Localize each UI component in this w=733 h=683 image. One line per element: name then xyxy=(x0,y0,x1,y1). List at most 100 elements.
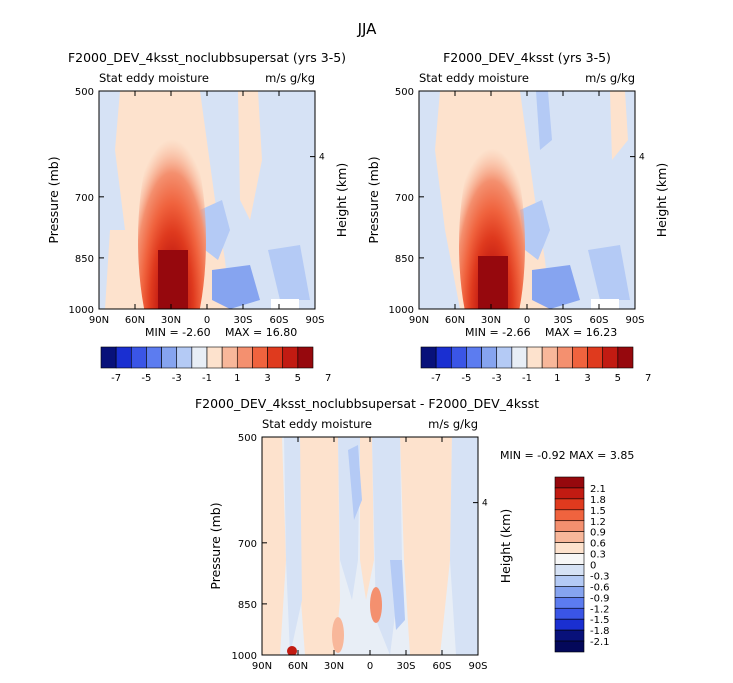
panel-left-negative-low xyxy=(212,265,260,309)
panel-diff-colorbar-label: 0.9 xyxy=(590,528,606,539)
panel-diff-colorbar-label: -0.6 xyxy=(590,582,610,593)
panel-right-title: F2000_DEV_4ksst (yrs 3-5) xyxy=(443,50,611,65)
panel-right-colorbar-label: -5 xyxy=(461,373,471,384)
panel-left-ylabel: Pressure (mb) xyxy=(46,156,61,243)
panel-right-ytick-label: 1000 xyxy=(389,305,414,316)
panel-left-axis-ticks: 90N 60N 30N 0 30S 60S 90S 500 700 850 1000 4 xyxy=(69,87,325,326)
panel-diff-units-label: m/s g/kg xyxy=(428,417,478,431)
panel-left-colorbar-label: -5 xyxy=(141,373,151,384)
panel-left-colorbar-label: 5 xyxy=(295,373,301,384)
panel-diff-colorbar-swatch xyxy=(554,597,585,609)
panel-diff-positive-blob-2 xyxy=(332,617,344,653)
panel-diff-colorbar-label: 2.1 xyxy=(590,484,606,495)
panel-left-colorbar-swatch xyxy=(191,346,208,369)
panel-left-colorbar-label: 1 xyxy=(234,373,240,384)
panel-right-min-label: MIN = -2.66 xyxy=(465,326,531,339)
panel-diff-colorbar-label: -2.1 xyxy=(590,637,610,648)
panel-right-y2tick-label: 4 xyxy=(639,153,645,163)
panel-diff-xtick-label: 90N xyxy=(252,661,272,672)
panel-right-negative-streak xyxy=(536,91,552,150)
panel-diff-y2label: Height (km) xyxy=(498,509,513,583)
panel-diff-ytick-label: 500 xyxy=(238,433,257,444)
panel-right-colorbar-swatch xyxy=(541,346,558,369)
panel-left-colorbar-label: 3 xyxy=(264,373,270,384)
panel-right-colorbar-swatch xyxy=(496,346,513,369)
panel-diff-axis-ticks: 90N 60N 30N 0 30S 60S 90S 500 700 850 1000 4 xyxy=(232,433,488,672)
panel-right: F2000_DEV_4ksst (yrs 3-5) Stat eddy mois… xyxy=(366,50,669,384)
panel-diff-colorbar-swatch xyxy=(554,640,585,653)
panel-left-colorbar-swatch xyxy=(282,346,299,369)
panel-left-colorbar-label: -3 xyxy=(172,373,182,384)
panel-left-colorbar-swatch xyxy=(206,346,223,369)
panel-diff-xtick-label: 60S xyxy=(432,661,451,672)
panel-left-field-label: Stat eddy moisture xyxy=(99,71,209,85)
panel-diff-colorbar-label: 1.8 xyxy=(590,495,606,506)
panel-right-xtick-label: 90S xyxy=(625,315,644,326)
panel-left-xtick-label: 60N xyxy=(125,315,145,326)
panel-diff-minmax-label: MIN = -0.92 MAX = 3.85 xyxy=(500,449,634,462)
panel-diff-colorbar-label: -1.5 xyxy=(590,615,610,626)
panel-right-colorbar-swatch xyxy=(420,346,437,369)
panel-right-colorbar-label: 1 xyxy=(554,373,560,384)
panel-diff-ylabel: Pressure (mb) xyxy=(208,502,223,589)
panel-right-colorbar-swatch xyxy=(526,346,543,369)
panel-left-positive-lowlevel xyxy=(105,230,140,309)
panel-diff-colorbar-label: -0.9 xyxy=(590,593,610,604)
panel-diff-colorbar-swatch xyxy=(554,575,585,587)
panel-right-colorbar-swatch xyxy=(572,346,588,369)
panel-right-missing-data xyxy=(591,299,619,309)
panel-diff-y2tick-label: 4 xyxy=(482,499,488,509)
panel-right-ytick-label: 850 xyxy=(395,254,414,265)
panel-diff-colorbar-label: -1.8 xyxy=(590,626,610,637)
panel-right-colorbar-swatch xyxy=(602,346,619,369)
panel-left-colorbar-swatch xyxy=(221,346,238,369)
panel-left-colorbar-label: -7 xyxy=(111,373,121,384)
panel-right-xtick-label: 90N xyxy=(409,315,429,326)
panel-diff-positive-band-3 xyxy=(360,437,374,600)
panel-right-negative-blob xyxy=(520,200,550,260)
panel-diff-positive-blob xyxy=(370,587,382,623)
panel-diff-negative-core xyxy=(348,445,362,520)
panel-diff-colorbar-swatch xyxy=(554,498,585,511)
panel-diff-colorbar-swatch xyxy=(554,629,585,642)
panel-right-xtick-label: 30S xyxy=(553,315,572,326)
panel-diff-colorbar-swatch xyxy=(554,531,585,543)
panel-right-colorbar-swatch xyxy=(481,346,498,369)
panel-left-ytick-label: 500 xyxy=(75,87,94,98)
panel-right-colorbar-swatch xyxy=(466,346,482,369)
panel-left-colorbar-swatch xyxy=(161,346,178,369)
panel-diff-colorbar-label: 1.2 xyxy=(590,517,606,528)
panel-right-axis-ticks: 90N 60N 30N 0 30S 60S 90S 500 700 850 1000 4 xyxy=(389,87,645,326)
panel-diff-field xyxy=(262,437,478,655)
panel-diff-positive-band-1 xyxy=(262,437,286,655)
panel-diff-colorbar-label: 1.5 xyxy=(590,506,606,517)
panel-left-xtick-label: 0 xyxy=(204,315,210,326)
panel-right-ylabel: Pressure (mb) xyxy=(366,156,381,243)
panel-left-ytick-label: 1000 xyxy=(69,305,94,316)
panel-diff-colorbar-swatch xyxy=(554,564,585,576)
panel-right-ytick-label: 700 xyxy=(395,193,414,204)
panel-left-xtick-label: 30N xyxy=(161,315,181,326)
panel-left-min-label: MIN = -2.60 xyxy=(145,326,211,339)
panel-left-y2label: Height (km) xyxy=(334,163,349,237)
panel-right-colorbar-label: -1 xyxy=(522,373,532,384)
panel-right-colorbar-swatch xyxy=(617,346,634,369)
panel-diff-xtick-label: 30S xyxy=(396,661,415,672)
panel-diff-colorbar: 2.11.81.51.20.90.60.30-0.3-0.6-0.9-1.2-1… xyxy=(554,476,610,653)
panel-left-colorbar: -7 -5 -3 -1 1 3 5 7 xyxy=(100,346,331,384)
panel-diff-negative-band-1 xyxy=(284,437,302,655)
panel-diff-colorbar-swatch xyxy=(554,607,585,620)
panel-right-negative-low xyxy=(532,265,580,309)
panel-left-colorbar-swatch xyxy=(130,346,147,369)
panel-diff: F2000_DEV_4ksst_noclubbsupersat - F2000_… xyxy=(195,396,634,672)
panel-left-negative-blob xyxy=(200,200,230,260)
panel-diff-positive-band-2 xyxy=(298,437,340,655)
panel-diff-colorbar-swatch xyxy=(554,586,585,598)
panel-right-xtick-label: 30N xyxy=(481,315,501,326)
panel-left-ytick-label: 700 xyxy=(75,193,94,204)
panel-diff-colorbar-swatch xyxy=(554,487,585,500)
panel-right-field xyxy=(419,91,635,309)
panel-left-colorbar-swatch xyxy=(146,346,162,369)
panel-right-ytick-label: 500 xyxy=(395,87,414,98)
